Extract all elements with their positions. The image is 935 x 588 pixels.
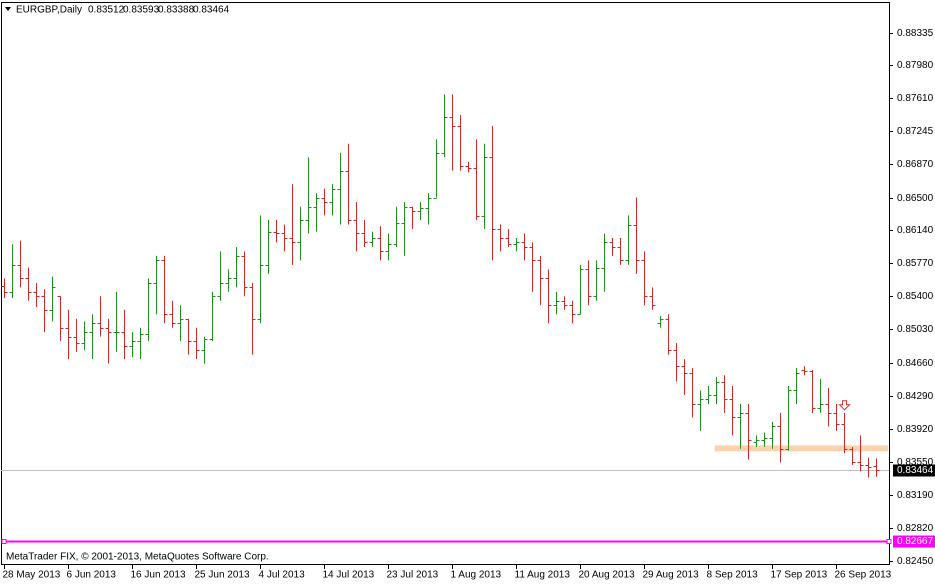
x-tick-label: 28 May 2013 — [3, 570, 61, 581]
y-tick-label: 0.83920 — [897, 424, 934, 435]
y-tick-label: 0.87610 — [897, 93, 934, 104]
header-open: 0.83512 — [88, 5, 125, 16]
y-tick-label: 0.86140 — [897, 225, 934, 236]
x-tick-label: 26 Sep 2013 — [835, 570, 892, 581]
y-tick-label: 0.88335 — [897, 28, 934, 39]
header-high: 0.83593 — [123, 5, 160, 16]
header-close: 0.83464 — [193, 5, 230, 16]
x-tick-label: 16 Jun 2013 — [131, 570, 186, 581]
x-tick-label: 23 Jul 2013 — [387, 570, 439, 581]
menu-triangle[interactable] — [5, 7, 11, 11]
x-tick-label: 20 Aug 2013 — [579, 570, 636, 581]
x-tick-label: 25 Jun 2013 — [195, 570, 250, 581]
price-label-box — [893, 464, 935, 477]
footer: MetaTrader FIX, © 2001-2013, MetaQuotes … — [6, 552, 269, 563]
level-handle — [886, 539, 892, 544]
x-tick-label: 14 Jul 2013 — [323, 570, 375, 581]
y-tick-label: 0.84290 — [897, 391, 934, 402]
y-tick-label: 0.85770 — [897, 258, 934, 269]
x-tick-label: 29 Aug 2013 — [643, 570, 700, 581]
y-tick-label: 0.84660 — [897, 358, 934, 369]
header-low: 0.83388 — [158, 5, 195, 16]
y-tick-label: 0.87980 — [897, 60, 934, 71]
x-tick-label: 4 Jul 2013 — [259, 570, 306, 581]
level-label-box — [893, 535, 935, 548]
x-tick-label: 6 Jun 2013 — [67, 570, 117, 581]
y-tick-label: 0.85400 — [897, 291, 934, 302]
x-tick-label: 8 Sep 2013 — [707, 570, 759, 581]
y-tick-label: 0.82450 — [897, 556, 934, 567]
x-tick-label: 1 Aug 2013 — [451, 570, 502, 581]
x-tick-label: 17 Sep 2013 — [771, 570, 828, 581]
y-tick-label: 0.85030 — [897, 324, 934, 335]
arrow — [838, 400, 851, 411]
level-label: 0.82667 — [897, 536, 934, 547]
y-tick-label: 0.86870 — [897, 159, 934, 170]
level-handle — [1, 539, 7, 544]
y-tick-label: 0.87245 — [897, 126, 934, 137]
symbol: EURGBP,Daily — [16, 5, 82, 16]
price-label: 0.83464 — [897, 465, 934, 476]
zone — [714, 445, 888, 452]
x-tick-label: 11 Aug 2013 — [515, 570, 571, 581]
y-tick-label: 0.83550 — [897, 457, 934, 468]
y-tick-label: 0.83190 — [897, 490, 934, 501]
plot-border — [1, 2, 890, 565]
y-tick-label: 0.86500 — [897, 193, 934, 204]
y-tick-label: 0.82820 — [897, 523, 934, 534]
